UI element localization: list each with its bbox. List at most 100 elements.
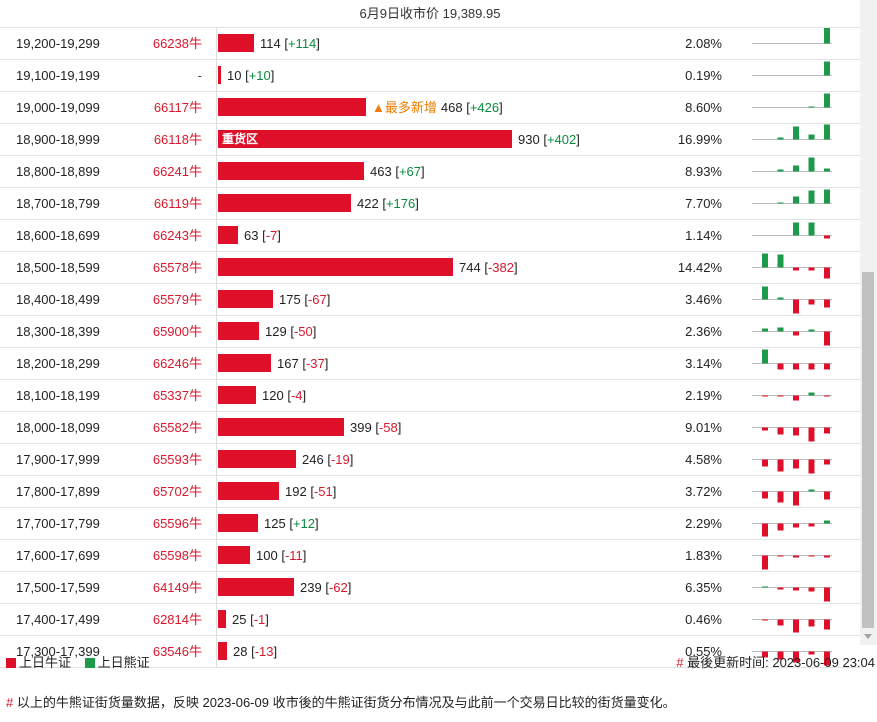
sparkline bbox=[752, 253, 832, 279]
sparkline-bar bbox=[793, 222, 799, 236]
outstanding-bar bbox=[218, 194, 351, 212]
outstanding-value: 239 bbox=[300, 580, 322, 595]
percentage: 8.93% bbox=[685, 164, 722, 179]
change-value: -51 bbox=[313, 484, 333, 499]
sparkline bbox=[752, 327, 832, 346]
sparkline-bar bbox=[824, 619, 830, 630]
sparkline-bar bbox=[762, 427, 768, 431]
change-value: +12 bbox=[292, 516, 315, 531]
warrant-code: - bbox=[197, 68, 202, 83]
column-divider bbox=[216, 316, 217, 347]
percentage: 2.36% bbox=[685, 324, 722, 339]
sparkline-bar bbox=[793, 165, 799, 172]
change-value: -58 bbox=[378, 420, 398, 435]
outstanding-value: 10 bbox=[227, 68, 242, 83]
change-value: +10 bbox=[248, 68, 271, 83]
sparkline-bar bbox=[808, 392, 815, 396]
sparkline-bar bbox=[808, 106, 815, 108]
warrant-code: 65337牛 bbox=[152, 388, 202, 403]
sparkline-bar bbox=[793, 459, 799, 469]
sparkline-bar bbox=[824, 93, 830, 108]
scrollbar-thumb[interactable] bbox=[862, 272, 874, 628]
outstanding-label: 63 [-7] bbox=[244, 228, 281, 243]
warrant-code: 66119牛 bbox=[153, 196, 202, 211]
outstanding-bar bbox=[218, 66, 221, 84]
outstanding-bar bbox=[218, 642, 227, 660]
table-row: 17,800-17,899 65702牛 192 [-51] 3.72% bbox=[0, 476, 860, 508]
sparkline-bar bbox=[808, 555, 815, 557]
outstanding-label: 125 [+12] bbox=[264, 516, 319, 531]
sparkline bbox=[752, 619, 832, 633]
percentage: 1.14% bbox=[685, 228, 722, 243]
outstanding-value: 63 bbox=[244, 228, 259, 243]
change-value: -50 bbox=[293, 324, 313, 339]
table-row: 18,000-18,099 65582牛 399 [-58] 9.01% bbox=[0, 412, 860, 444]
sparkline-bar bbox=[777, 363, 784, 370]
outstanding-bar bbox=[218, 258, 453, 276]
change-value: -37 bbox=[305, 356, 325, 371]
heavy-zone-tag: 重货区 bbox=[222, 132, 259, 146]
outstanding-label: 129 [-50] bbox=[265, 324, 317, 339]
warrant-code: 65598牛 bbox=[152, 548, 202, 563]
vertical-scrollbar[interactable] bbox=[860, 0, 877, 645]
outstanding-value: 25 bbox=[232, 612, 247, 627]
sparkline-bar bbox=[793, 126, 799, 140]
sparkline-bar bbox=[793, 491, 799, 506]
table-row: 19,200-19,299 66238牛 114 [+114] 2.08% bbox=[0, 28, 860, 60]
change-value: -382 bbox=[487, 260, 514, 275]
sparkline-bar bbox=[824, 124, 830, 140]
sparkline-bar bbox=[808, 299, 815, 305]
strike-range: 18,700-18,799 bbox=[16, 196, 100, 211]
sparkline-bar bbox=[824, 61, 830, 76]
sparkline-bar bbox=[793, 395, 799, 401]
table-row: 18,100-18,199 65337牛 120 [-4] 2.19% bbox=[0, 380, 860, 412]
table-row: 19,000-19,099 66117牛 ▲最多新增 468 [+426] 8.60% bbox=[0, 92, 860, 124]
table-row: 18,900-18,999 66118牛 重货区 930 [+402] 16.99% bbox=[0, 124, 860, 156]
percentage: 0.19% bbox=[685, 68, 722, 83]
scroll-down-arrow-icon[interactable] bbox=[864, 634, 872, 639]
sparkline-bar bbox=[808, 459, 815, 474]
warrant-code: 65582牛 bbox=[152, 420, 202, 435]
outstanding-bar bbox=[218, 226, 238, 244]
outstanding-bar bbox=[218, 354, 271, 372]
warrant-code: 65579牛 bbox=[152, 292, 202, 307]
update-hash-icon: # bbox=[676, 655, 684, 670]
strike-range: 18,100-18,199 bbox=[16, 388, 100, 403]
sparkline-bar bbox=[762, 349, 768, 364]
legend-bull-label: 上日牛证 bbox=[19, 655, 72, 670]
change-value: -1 bbox=[253, 612, 266, 627]
strike-range: 19,200-19,299 bbox=[16, 36, 100, 51]
percentage: 16.99% bbox=[677, 132, 722, 147]
strike-range: 18,400-18,499 bbox=[16, 292, 100, 307]
column-divider bbox=[216, 444, 217, 475]
outstanding-label: 25 [-1] bbox=[232, 612, 269, 627]
column-divider bbox=[216, 636, 217, 667]
sparkline-bar bbox=[824, 299, 830, 308]
sparkline-bar bbox=[824, 363, 830, 370]
bear-swatch bbox=[84, 658, 95, 668]
sparkline bbox=[752, 93, 832, 108]
outstanding-label: 10 [+10] bbox=[227, 68, 275, 83]
table-row: 18,500-18,599 65578牛 744 [-382] 14.42% bbox=[0, 252, 860, 284]
legend-bull: 上日牛证 bbox=[6, 655, 71, 670]
percentage: 2.29% bbox=[685, 516, 722, 531]
outstanding-value: 246 bbox=[302, 452, 324, 467]
sparkline-bar bbox=[762, 651, 768, 658]
sparkline bbox=[752, 586, 832, 602]
sparkline-bar bbox=[762, 619, 768, 621]
outstanding-value: 422 bbox=[357, 196, 379, 211]
sparkline-bar bbox=[777, 587, 784, 590]
outstanding-label: 167 [-37] bbox=[277, 356, 329, 371]
table-row: 17,700-17,799 65596牛 125 [+12] 2.29% bbox=[0, 508, 860, 540]
sparkline-bar bbox=[762, 491, 768, 499]
change-value: -7 bbox=[265, 228, 278, 243]
change-value: -62 bbox=[328, 580, 348, 595]
change-value: -4 bbox=[290, 388, 303, 403]
outstanding-bar bbox=[218, 34, 254, 52]
sparkline bbox=[752, 189, 832, 204]
sparkline-bar bbox=[793, 619, 799, 633]
change-value: +67 bbox=[398, 164, 421, 179]
update-text: 最後更新时间: 2023-06-09 23:04 bbox=[687, 655, 875, 670]
column-divider bbox=[216, 28, 217, 59]
outstanding-bar bbox=[218, 386, 256, 404]
